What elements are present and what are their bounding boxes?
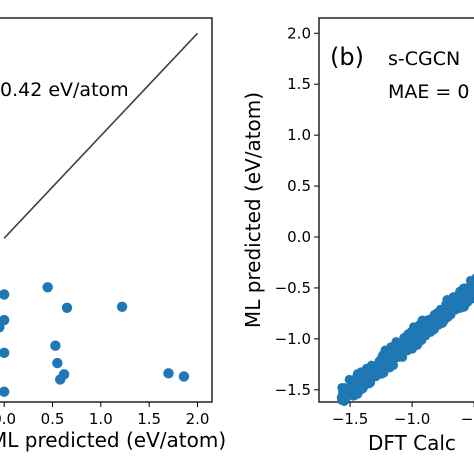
panel-a-point <box>42 282 53 293</box>
panel-a-x-tick-label: 1.5 <box>137 410 161 428</box>
panel-b-x-tick-label: −1.0 <box>394 410 430 428</box>
panel-b-point <box>356 369 366 379</box>
panel-b-annotation: MAE = 0 <box>388 81 469 103</box>
panel-b-point <box>347 386 357 396</box>
panel-b-y-tick-label: 1.5 <box>287 75 311 93</box>
panel-a-point <box>58 369 70 380</box>
panel-b-point <box>362 374 373 384</box>
panel-b-y-label: ML predicted (eV/atom) <box>241 92 265 328</box>
panel-b-point <box>437 318 448 328</box>
panel-b-point <box>426 327 436 337</box>
panel-a-x-tick-label: 2.0 <box>186 410 210 428</box>
panel-b-x-ticks: −1.5 −1.0 −0. <box>332 402 474 428</box>
panel-a-point <box>61 302 73 313</box>
panel-a-x-tick-label: 0.0 <box>0 410 16 428</box>
panel-a-point <box>178 371 190 382</box>
panel-b-point <box>397 338 407 348</box>
panel-b-point <box>430 315 440 325</box>
panel-b: (b) s-CGCN MAE = 0 −1.5−1.0−0. −1.5−1.0−… <box>241 17 474 455</box>
panel-b-points <box>336 273 474 407</box>
panel-b-point <box>378 365 388 375</box>
panel-b-point <box>408 341 418 352</box>
panel-b-letter: (b) <box>330 43 364 71</box>
panel-a-point <box>0 322 5 333</box>
panel-b-point <box>438 310 448 320</box>
panel-a-point <box>52 357 63 369</box>
panel-a-point <box>50 340 61 351</box>
panel-b-y-tick-label: −1.5 <box>275 381 311 399</box>
panel-a-frame <box>0 17 213 403</box>
panel-b-y-ticks: −1.5 −1.0 −0.5 0.0 0.5 1.0 1.5 2.0 <box>275 24 319 399</box>
panel-b-point <box>441 299 451 309</box>
panel-b-y-tick-label: 0.0 <box>287 228 311 246</box>
panel-a-point <box>0 289 10 300</box>
panel-b-y-tick-label: 2.0 <box>287 24 311 42</box>
panel-a-point <box>116 301 128 312</box>
panel-a-diagonal-line <box>3 32 199 239</box>
panel-b-point <box>449 293 459 303</box>
panel-b-frame <box>318 17 474 403</box>
panel-b-point <box>408 328 418 338</box>
panel-a-x-tick-label: 0.5 <box>41 410 65 428</box>
panel-a-point <box>163 368 174 379</box>
panel-a: 0.42 eV/atom 0.0 0.5 1.0 1.5 2.0 ML predicte… <box>0 17 226 452</box>
panel-a-x-tick-label: 1.0 <box>89 410 113 428</box>
panel-b-y-tick-label: −1.0 <box>275 330 311 348</box>
panel-b-point <box>364 364 374 374</box>
panel-b-y-tick-label: 1.0 <box>287 126 311 144</box>
panel-b-point <box>420 320 430 330</box>
panel-b-y-tick-label: 0.5 <box>287 177 311 195</box>
panel-b-point <box>466 280 474 290</box>
panel-a-points <box>0 282 190 397</box>
panel-b-x-tick-label: −0. <box>461 410 474 428</box>
panel-a-annotation: 0.42 eV/atom <box>0 79 129 101</box>
panel-a-point <box>0 347 10 359</box>
panel-a-point <box>0 386 10 397</box>
panel-b-point <box>380 345 390 355</box>
panel-b-model-label: s-CGCN <box>388 48 460 70</box>
panel-b-point <box>382 358 392 368</box>
panel-b-y-tick-label: −0.5 <box>275 279 311 297</box>
panel-a-x-ticks: 0.0 0.5 1.0 1.5 2.0 <box>0 402 209 428</box>
panel-b-point <box>396 348 406 359</box>
panel-b-point <box>457 298 467 308</box>
panel-b-x-label: DFT Calc <box>368 431 456 455</box>
panel-a-point <box>0 314 10 326</box>
panel-a-x-label: ML predicted (eV/atom) <box>0 428 226 452</box>
panel-b-x-tick-label: −1.5 <box>332 410 368 428</box>
